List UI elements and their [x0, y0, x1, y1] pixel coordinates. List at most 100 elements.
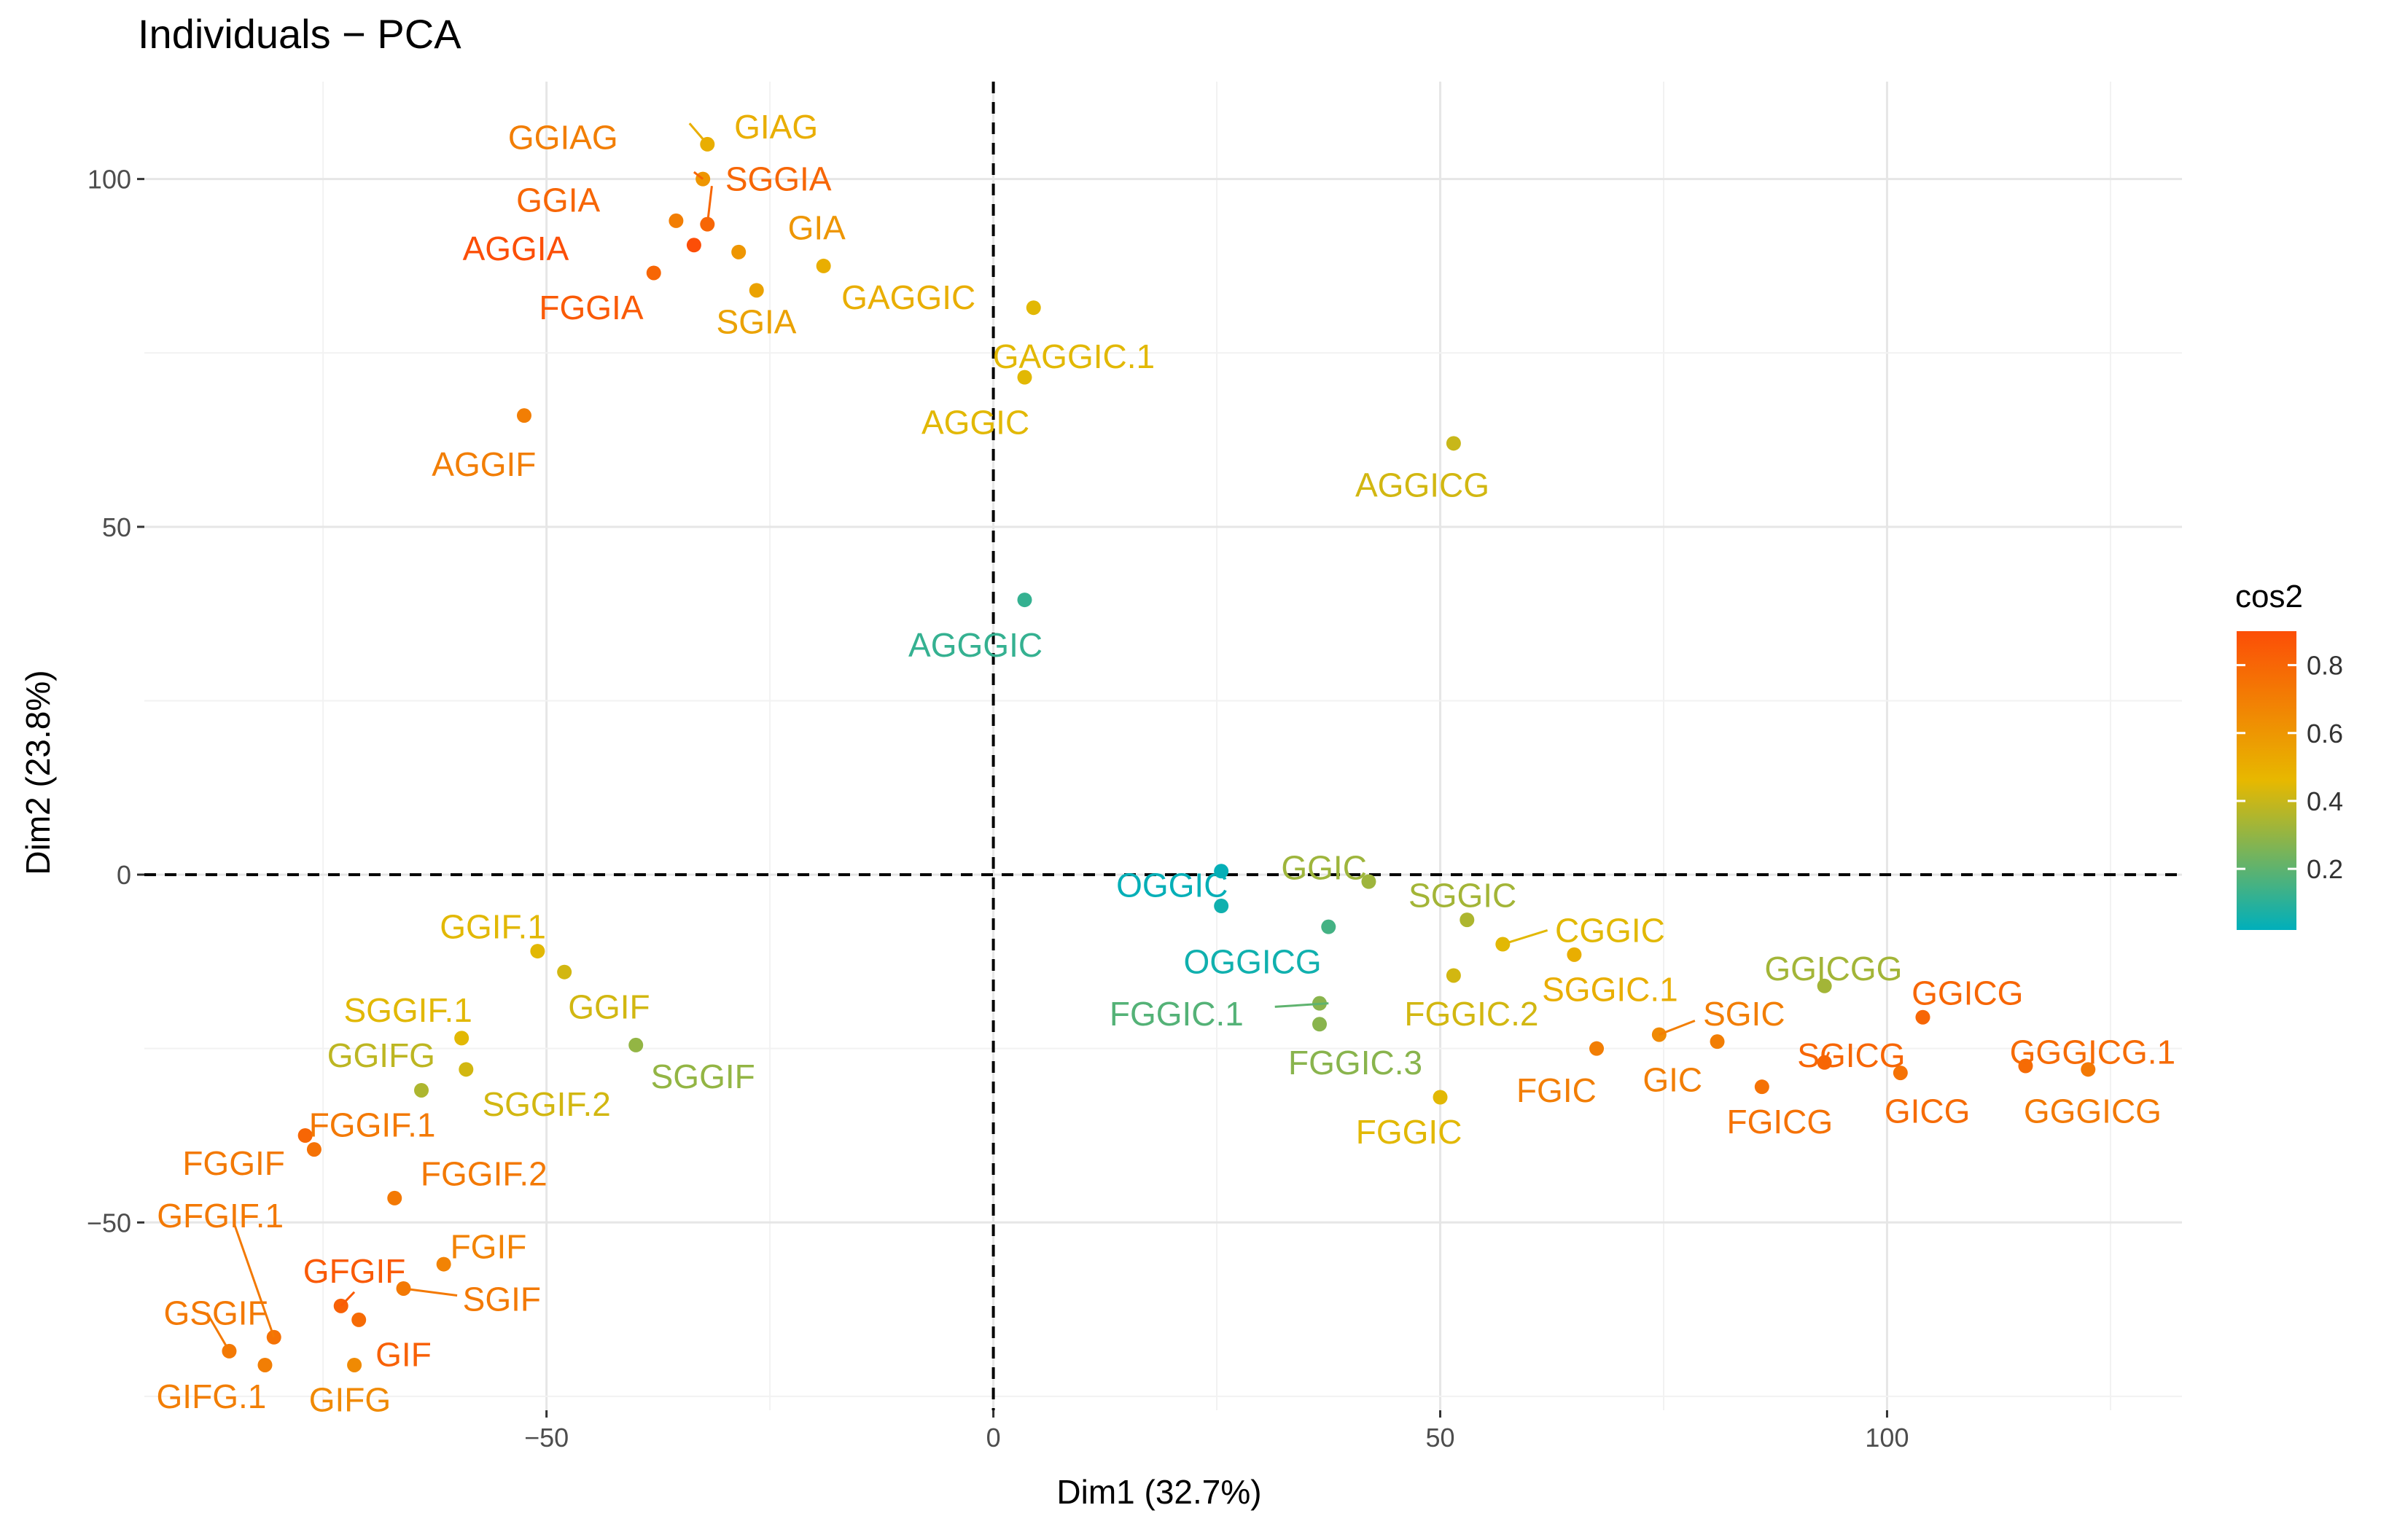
point-label: AGGICG — [1355, 466, 1489, 504]
label-connector — [1502, 929, 1548, 945]
point-label: SGIA — [717, 302, 797, 340]
data-point — [1589, 1041, 1605, 1056]
data-point — [1214, 864, 1229, 879]
point-label: SGICG — [1797, 1036, 1905, 1074]
point-label: OGGICG — [1184, 942, 1322, 980]
label-connector — [693, 171, 704, 180]
x-tick-label: 0 — [986, 1423, 1001, 1453]
data-point — [1567, 947, 1582, 962]
point-label: SGGIC.1 — [1542, 971, 1678, 1009]
point-label: GGICG — [1912, 974, 2023, 1012]
point-label: AGGIC — [921, 404, 1029, 442]
data-point — [1026, 300, 1041, 316]
point-label: GAGGIC — [841, 278, 975, 316]
x-axis-title: Dim1 (32.7%) — [1056, 1473, 1261, 1511]
data-point — [1754, 1079, 1769, 1095]
data-point — [387, 1190, 402, 1205]
y-tick-label: −50 — [87, 1208, 131, 1238]
data-point — [297, 1127, 313, 1143]
point-label: AGGIA — [463, 230, 569, 267]
data-point — [2018, 1058, 2033, 1074]
label-connector — [706, 185, 713, 224]
point-label: GGIA — [516, 181, 600, 219]
data-point — [414, 1082, 429, 1098]
data-point — [1312, 1017, 1328, 1032]
point-label: SGGIA — [725, 160, 832, 198]
point-label: GICG — [1885, 1093, 1971, 1130]
point-label: SGIC — [1703, 995, 1785, 1033]
point-label: AGGIF — [432, 445, 536, 483]
data-point — [351, 1312, 367, 1327]
chart-title: Individuals − PCA — [138, 11, 461, 57]
point-label: SGGIC — [1408, 877, 1516, 915]
point-label: GGGICG — [2024, 1093, 2162, 1130]
point-label: FGGIC.1 — [1110, 995, 1244, 1033]
legend-tick-label: 0.6 — [2307, 719, 2343, 748]
reference-lines — [144, 82, 2182, 1410]
point-label: FGGIF — [182, 1144, 285, 1182]
data-point — [1017, 370, 1032, 385]
data-point — [516, 408, 531, 423]
point-label: GIAG — [734, 108, 818, 146]
point-label: GGIC — [1281, 849, 1367, 887]
data-point — [669, 213, 684, 228]
grid — [144, 82, 2182, 1410]
data-point — [1214, 899, 1229, 914]
point-label: FGGIC.3 — [1288, 1044, 1422, 1082]
label-connector — [340, 1291, 356, 1307]
point-label: OGGIC — [1116, 866, 1228, 904]
data-point — [1433, 1090, 1448, 1105]
y-tick-label: 100 — [87, 165, 131, 195]
data-point — [454, 1031, 469, 1046]
data-point — [436, 1256, 451, 1272]
y-tick-label: 50 — [102, 512, 131, 542]
point-label: GGIF — [568, 988, 650, 1025]
point-label: GIC — [1642, 1061, 1702, 1099]
point-label: FGGIF.1 — [309, 1106, 436, 1144]
point-label: GIFG.1 — [157, 1377, 267, 1415]
data-point — [1017, 593, 1032, 608]
data-point — [2081, 1062, 2096, 1077]
point-label: GIF — [375, 1336, 432, 1374]
data-point — [1321, 919, 1336, 934]
y-tick-label: 0 — [117, 860, 131, 890]
data-point — [749, 283, 764, 298]
label-connector — [233, 1222, 276, 1338]
point-label: CGGIC — [1555, 911, 1665, 949]
data-point — [646, 265, 661, 281]
label-connector — [403, 1287, 458, 1297]
point-label: GFGIF — [303, 1252, 406, 1290]
point-label: SGGIF — [651, 1058, 755, 1095]
data-point — [1817, 978, 1832, 993]
legend-tick-label: 0.2 — [2307, 854, 2343, 884]
data-point — [1446, 436, 1461, 451]
data-point — [459, 1062, 474, 1077]
point-label: FGGIF.2 — [421, 1154, 547, 1192]
x-tick-label: 50 — [1425, 1423, 1454, 1453]
point-label: SGGIF.1 — [343, 991, 472, 1029]
data-point — [1446, 968, 1461, 983]
data-point — [816, 258, 831, 273]
point-label: FGIC — [1516, 1071, 1597, 1109]
label-connector — [1274, 1002, 1329, 1008]
legend-ticks: 0.8 0.6 0.4 0.2 — [2237, 651, 2343, 884]
point-label: FGIF — [451, 1228, 527, 1266]
point-label: GIA — [788, 208, 846, 246]
point-label: FGGIC.2 — [1404, 995, 1538, 1033]
data-point — [628, 1037, 644, 1052]
point-label: GFGIF.1 — [157, 1197, 284, 1235]
legend-tick-label: 0.4 — [2307, 786, 2343, 816]
legend-tick-label: 0.8 — [2307, 651, 2343, 681]
point-labels: GIAG GGIAG SGGIA GGIA GIA AGGIA GAGGIC FGGIA SGI… — [157, 108, 2176, 1419]
plot-panel — [144, 82, 2182, 1410]
data-point — [306, 1142, 322, 1157]
point-label: FGGIC — [1356, 1113, 1462, 1151]
point-label: FGGIA — [539, 289, 643, 327]
x-tick-label: 100 — [1865, 1423, 1909, 1453]
data-point — [1460, 912, 1475, 928]
point-label: GAGGIC.1 — [993, 337, 1155, 375]
point-label: GIFG — [309, 1381, 391, 1419]
point-label: GGGICG.1 — [2010, 1033, 2175, 1071]
point-label: FGICG — [1727, 1103, 1834, 1141]
data-point — [1710, 1034, 1725, 1050]
